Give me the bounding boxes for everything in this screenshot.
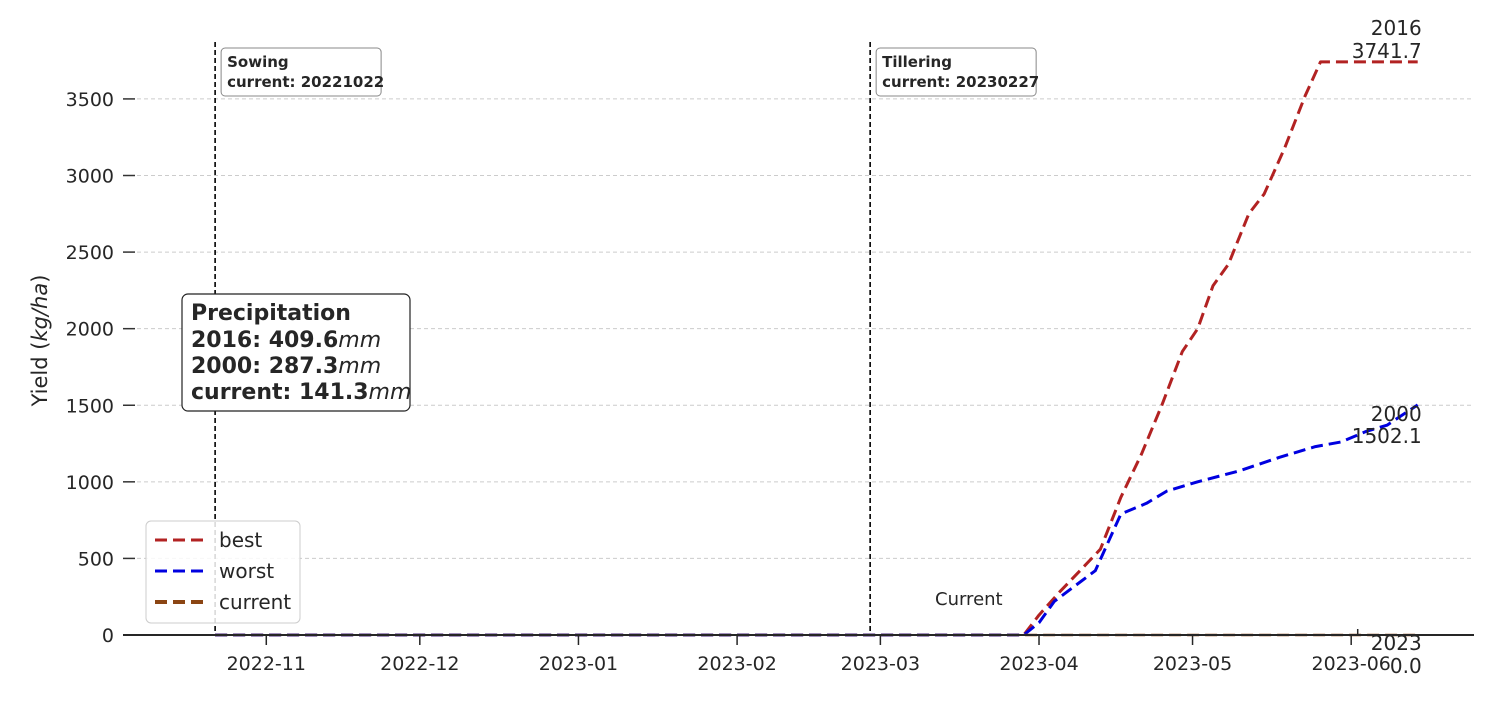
precipitation-title: Precipitation bbox=[191, 301, 351, 326]
precipitation-unit: mm bbox=[369, 380, 412, 405]
y-tick-label: 3000 bbox=[66, 166, 114, 188]
stage-name: Sowing bbox=[227, 53, 289, 71]
y-axis-unit: kg/ha bbox=[28, 283, 52, 342]
precipitation-value: 2000: 287.3 bbox=[191, 354, 338, 379]
series-line-best bbox=[215, 60, 1418, 637]
y-tick-label: 2000 bbox=[66, 319, 114, 341]
y-axis-title-close: ) bbox=[28, 275, 52, 283]
x-tick-label: 2022-11 bbox=[227, 653, 306, 675]
precipitation-value: current: 141.3 bbox=[191, 380, 369, 405]
legend-label-current: current bbox=[219, 590, 291, 614]
x-tick-label: 2023-06 bbox=[1311, 653, 1390, 675]
x-tick-label: 2023-05 bbox=[1153, 653, 1232, 675]
end-label-year-best: 2016 bbox=[1371, 16, 1422, 40]
y-tick-label: 3500 bbox=[66, 89, 114, 111]
precipitation-box bbox=[181, 293, 411, 412]
legend-label-best: best bbox=[219, 528, 262, 552]
end-label-value-best: 3741.7 bbox=[1352, 39, 1422, 63]
y-tick-label: 1000 bbox=[66, 472, 114, 494]
precipitation-row: 2000: 287.3mm bbox=[191, 354, 381, 379]
y-tick-label: 2500 bbox=[66, 242, 114, 264]
stage-box bbox=[875, 47, 1037, 97]
x-tick-label: 2023-02 bbox=[697, 653, 776, 675]
stage-date: current: 20221022 bbox=[227, 73, 384, 91]
y-axis-title-text: Yield ( bbox=[28, 342, 52, 408]
end-label-year-current: 2023 bbox=[1371, 631, 1422, 655]
x-tick-label: 2023-03 bbox=[841, 653, 920, 675]
y-tick-label: 0 bbox=[102, 625, 114, 647]
end-label-value-worst: 1502.1 bbox=[1352, 424, 1422, 448]
annotations: Sowing current: 20221022 Tillering current:… bbox=[181, 16, 1422, 678]
y-axis-title: Yield (kg/ha) bbox=[28, 275, 52, 408]
series-line-worst bbox=[215, 403, 1419, 637]
legend-label-worst: worst bbox=[219, 559, 274, 583]
end-label-year-worst: 2000 bbox=[1371, 402, 1422, 426]
axes: 0 500 1000 1500 2000 2500 3000 3500 2022-11 2022-… bbox=[28, 89, 1474, 675]
end-label-value-current: 0.0 bbox=[1390, 654, 1422, 678]
precipitation-unit: mm bbox=[338, 328, 381, 353]
x-tick-label: 2023-01 bbox=[539, 653, 618, 675]
stage-date: current: 20230227 bbox=[882, 73, 1039, 91]
x-tick-label: 2023-04 bbox=[999, 653, 1078, 675]
legend: best worst current bbox=[145, 520, 301, 624]
precipitation-row: 2016: 409.6mm bbox=[191, 328, 381, 353]
current-marker-label: Current bbox=[935, 589, 1003, 610]
legend-box bbox=[145, 520, 301, 624]
y-tick-label: 500 bbox=[78, 548, 114, 570]
y-tick-label: 1500 bbox=[66, 395, 114, 417]
precipitation-value: 2016: 409.6 bbox=[191, 328, 338, 353]
stage-name: Tillering bbox=[882, 53, 952, 71]
stage-box bbox=[220, 47, 382, 97]
precipitation-unit: mm bbox=[338, 354, 381, 379]
x-tick-label: 2022-12 bbox=[380, 653, 459, 675]
precipitation-row: current: 141.3mm bbox=[191, 380, 411, 405]
